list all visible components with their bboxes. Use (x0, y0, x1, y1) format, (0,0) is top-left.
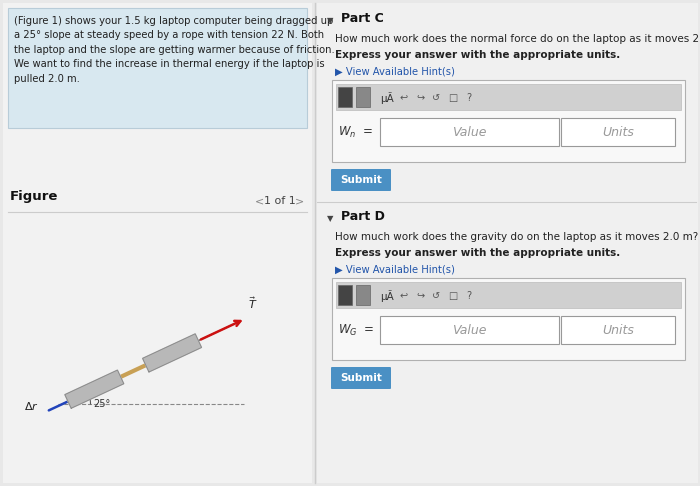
FancyBboxPatch shape (332, 278, 685, 360)
Text: Value: Value (452, 125, 487, 139)
FancyBboxPatch shape (331, 169, 391, 191)
Text: Part C: Part C (341, 12, 384, 25)
Text: >: > (295, 196, 304, 206)
FancyBboxPatch shape (331, 367, 391, 389)
FancyBboxPatch shape (336, 84, 681, 110)
Text: <: < (256, 196, 265, 206)
Text: 25°: 25° (94, 399, 111, 409)
Text: Value: Value (452, 324, 487, 336)
Text: μÃ: μÃ (380, 92, 393, 104)
FancyBboxPatch shape (332, 80, 685, 162)
Text: Submit: Submit (340, 373, 382, 383)
FancyBboxPatch shape (356, 285, 370, 305)
Text: ?: ? (466, 291, 471, 301)
Text: ↪: ↪ (416, 93, 424, 103)
Text: 1 of 1: 1 of 1 (264, 196, 296, 206)
Polygon shape (65, 370, 124, 408)
Text: ▼: ▼ (327, 214, 333, 223)
Text: Units: Units (602, 125, 634, 139)
Text: ▶ View Available Hint(s): ▶ View Available Hint(s) (335, 66, 455, 76)
Text: ↪: ↪ (416, 291, 424, 301)
Text: μÃ: μÃ (380, 290, 393, 302)
Text: □: □ (448, 291, 457, 301)
Text: Part D: Part D (341, 210, 385, 223)
FancyBboxPatch shape (8, 8, 307, 128)
Text: ↺: ↺ (432, 93, 440, 103)
Text: ▼: ▼ (327, 16, 333, 25)
FancyBboxPatch shape (356, 87, 370, 107)
FancyBboxPatch shape (338, 87, 352, 107)
Text: ↩: ↩ (400, 93, 408, 103)
FancyBboxPatch shape (338, 285, 352, 305)
Polygon shape (143, 334, 202, 372)
FancyBboxPatch shape (380, 316, 559, 344)
Text: Submit: Submit (340, 175, 382, 185)
Text: $\Delta r$: $\Delta r$ (25, 399, 39, 412)
Text: Units: Units (602, 324, 634, 336)
Text: (Figure 1) shows your 1.5 kg laptop computer being dragged up
a 25° slope at ste: (Figure 1) shows your 1.5 kg laptop comp… (14, 16, 335, 84)
FancyBboxPatch shape (317, 3, 698, 483)
Text: ?: ? (466, 93, 471, 103)
Text: $W_G$  =: $W_G$ = (338, 322, 374, 338)
Text: □: □ (448, 93, 457, 103)
FancyBboxPatch shape (336, 282, 681, 308)
Text: Express your answer with the appropriate units.: Express your answer with the appropriate… (335, 50, 620, 60)
Text: ↺: ↺ (432, 291, 440, 301)
Text: How much work does the normal force do on the laptop as it moves 2.0 m?: How much work does the normal force do o… (335, 34, 700, 44)
Text: $W_n$  =: $W_n$ = (338, 124, 373, 139)
Text: Figure: Figure (10, 190, 58, 203)
Text: Express your answer with the appropriate units.: Express your answer with the appropriate… (335, 248, 620, 258)
FancyBboxPatch shape (380, 118, 559, 146)
FancyBboxPatch shape (561, 316, 675, 344)
Text: ▶ View Available Hint(s): ▶ View Available Hint(s) (335, 264, 455, 274)
FancyBboxPatch shape (3, 3, 312, 483)
FancyBboxPatch shape (561, 118, 675, 146)
Text: ↩: ↩ (400, 291, 408, 301)
Text: $\vec{T}$: $\vec{T}$ (248, 295, 258, 311)
Text: How much work does the gravity do on the laptop as it moves 2.0 m?: How much work does the gravity do on the… (335, 232, 699, 242)
